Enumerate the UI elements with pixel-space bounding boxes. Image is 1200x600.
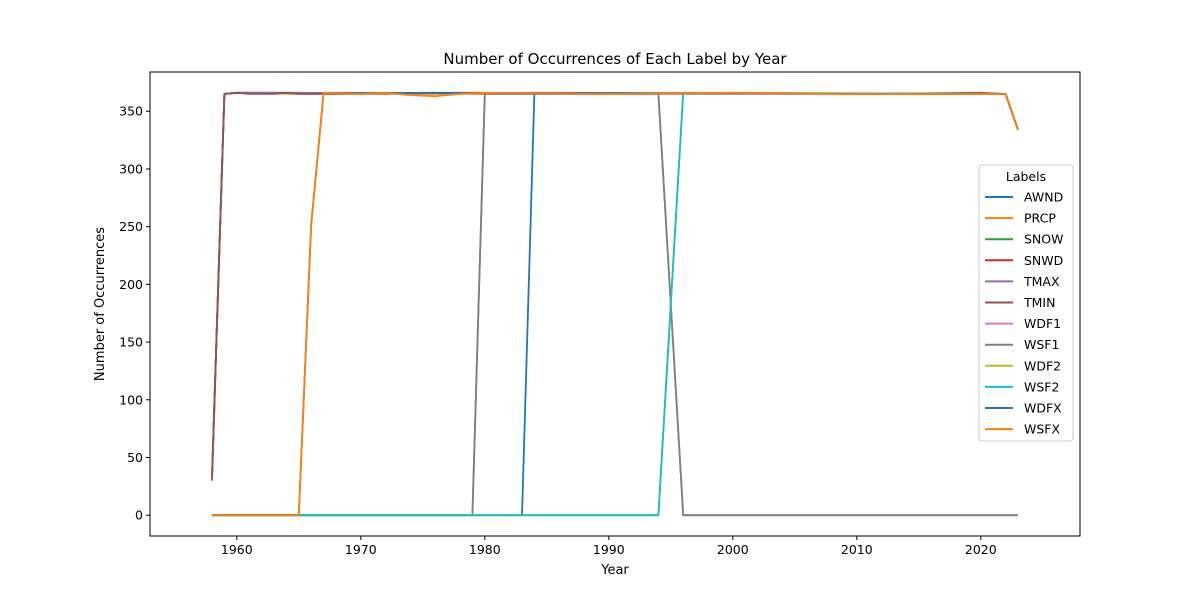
x-tick-label: 2000 — [717, 542, 749, 557]
series-layer — [211, 91, 1019, 517]
legend-label-snwd: SNWD — [1024, 253, 1063, 268]
x-tick-label: 1990 — [593, 542, 625, 557]
y-tick-label: 300 — [119, 161, 143, 176]
legend-label-awnd: AWND — [1024, 190, 1063, 205]
y-tick-label: 200 — [119, 277, 143, 292]
plot-area-frame — [149, 71, 1081, 537]
series-line-snow — [211, 91, 1019, 478]
x-tick-label: 1970 — [345, 542, 377, 557]
x-tick-label: 2010 — [841, 542, 873, 557]
y-axis: 0 50 100 150 200 250 300 350 — [119, 104, 150, 523]
legend-label-wsf1: WSF1 — [1024, 337, 1059, 352]
x-tick-label: 1960 — [221, 542, 253, 557]
legend-label-wdf2: WDF2 — [1024, 358, 1061, 373]
legend-label-wdfx: WDFX — [1024, 401, 1062, 416]
legend: Labels AWND PRCP SNOW SNWD TMAX TMIN WDF1 WSF1 W… — [978, 164, 1074, 442]
chart-title: Number of Occurrences of Each Label by Y… — [443, 50, 787, 68]
y-axis-label: Number of Occurrences — [93, 227, 108, 381]
series-line-tmin — [211, 91, 1019, 481]
series-line-wdf1 — [212, 93, 1018, 517]
y-tick-label: 350 — [119, 104, 143, 119]
legend-label-tmax: TMAX — [1023, 274, 1060, 289]
y-tick-label: 150 — [119, 335, 143, 350]
series-line-wsf2 — [212, 91, 1019, 517]
x-axis: 1960 1970 1980 1990 2000 2010 2020 — [221, 536, 997, 557]
y-tick-label: 50 — [127, 450, 143, 465]
series-line-wsfx — [212, 91, 1019, 517]
series-line-snwd — [211, 91, 1019, 478]
x-tick-label: 1980 — [469, 542, 501, 557]
legend-box — [978, 164, 1074, 442]
legend-label-snow: SNOW — [1024, 232, 1063, 247]
y-tick-label: 250 — [119, 219, 143, 234]
legend-label-wdf1: WDF1 — [1024, 316, 1061, 331]
series-line-wdfx — [212, 91, 1019, 517]
legend-label-prcp: PRCP — [1024, 211, 1056, 226]
series-line-tmax — [211, 91, 1019, 478]
legend-label-tmin: TMIN — [1023, 295, 1055, 310]
legend-label-wsf2: WSF2 — [1024, 379, 1059, 394]
series-line-wdf2 — [212, 91, 1019, 517]
x-tick-label: 2020 — [965, 542, 997, 557]
x-axis-label: Year — [600, 563, 629, 578]
series-line-awnd — [212, 91, 1019, 517]
y-tick-label: 100 — [119, 392, 143, 407]
legend-title: Labels — [1006, 169, 1046, 184]
y-tick-label: 0 — [135, 508, 143, 523]
series-line-prcp — [211, 91, 1019, 478]
series-line-wsf1 — [212, 93, 1018, 517]
legend-label-wsfx: WSFX — [1024, 422, 1060, 437]
